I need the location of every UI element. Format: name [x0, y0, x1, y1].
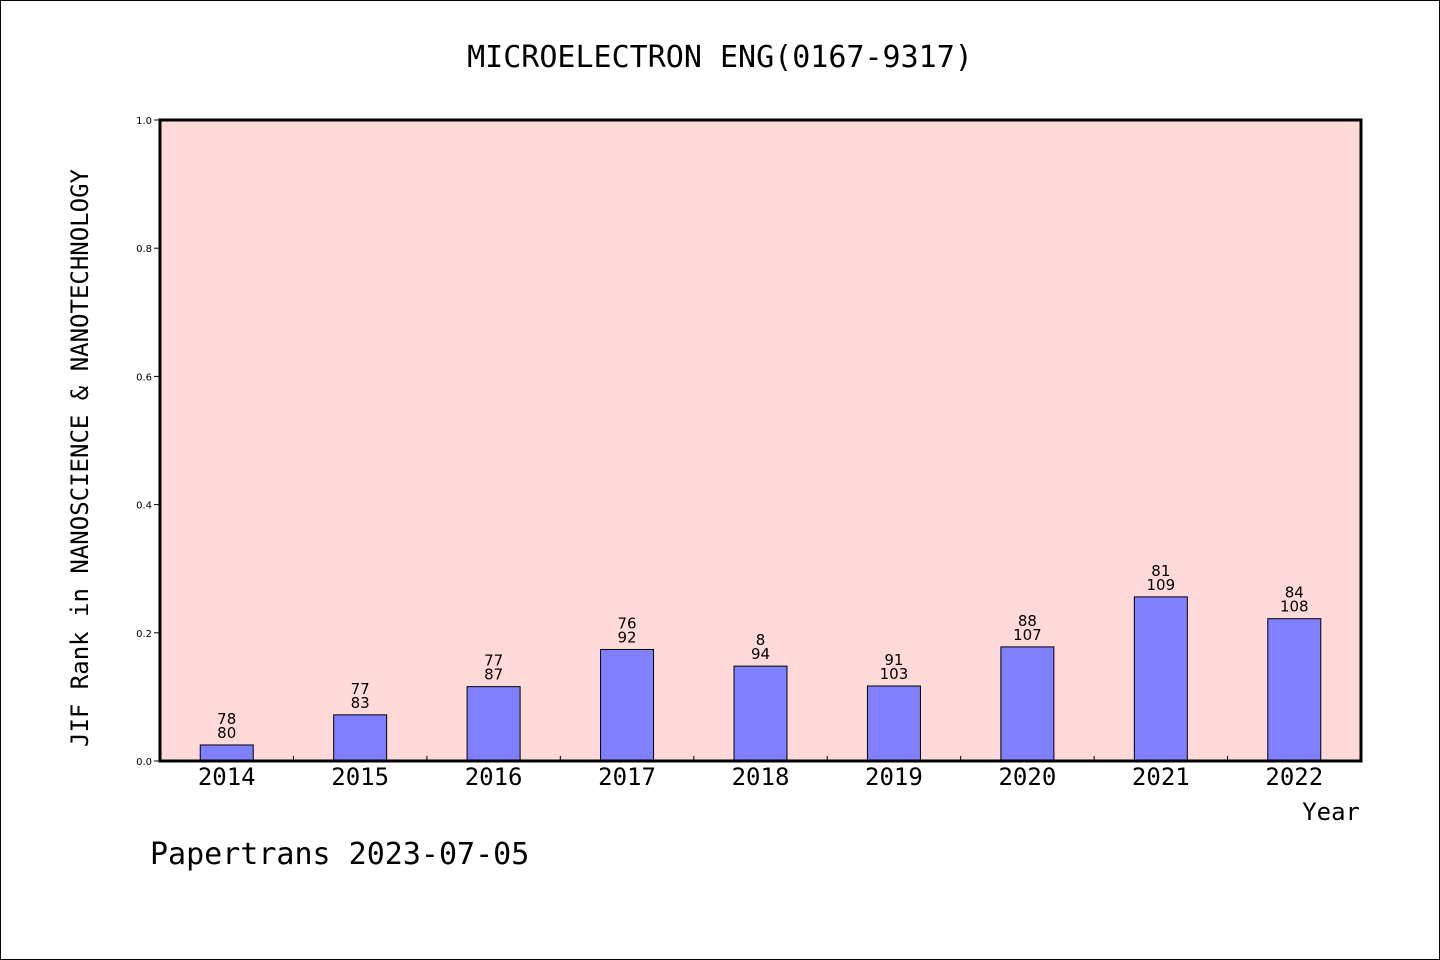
x-axis-label: Year [1302, 798, 1360, 826]
bar-total-label: 94 [751, 645, 770, 663]
bar-total-label: 109 [1147, 576, 1176, 594]
y-tick-label: 0.2 [136, 629, 152, 640]
bar-2022 [1267, 618, 1322, 762]
y-tick-label: 0.4 [136, 501, 152, 512]
bar-rank-label: 81 [1151, 562, 1170, 580]
bar-rank-label: 78 [217, 710, 236, 728]
bar-2015 [333, 714, 388, 762]
x-tick-label: 2014 [198, 763, 256, 791]
bar-rank-label: 77 [484, 652, 503, 670]
x-tick-label: 2022 [1265, 763, 1323, 791]
x-tick-label: 2015 [331, 763, 389, 791]
bar-2020 [1000, 646, 1055, 762]
bar-2021 [1133, 596, 1188, 762]
x-tick-label: 2017 [598, 763, 656, 791]
x-tick-label: 2019 [865, 763, 923, 791]
x-tick-label: 2020 [998, 763, 1056, 791]
bar-total-label: 87 [484, 666, 503, 684]
y-tick-label: 1.0 [136, 116, 152, 127]
bar-total-label: 107 [1013, 626, 1042, 644]
chart-title: MICROELECTRON ENG(0167-9317) [467, 40, 973, 75]
bar-2019 [866, 685, 921, 762]
y-tick-label: 0.8 [136, 244, 152, 255]
x-tick-label: 2018 [732, 763, 790, 791]
x-tick-label: 2016 [465, 763, 523, 791]
footer-text: Papertrans 2023-07-05 [150, 837, 529, 872]
plot-border [158, 118, 1363, 763]
bar-rank-label: 84 [1285, 584, 1304, 602]
bar-total-label: 103 [880, 665, 909, 683]
x-axis-ticks: 2014 2015 2016 2017 2018 2019 2020 2021 2022 [198, 756, 1323, 791]
bar-total-label: 92 [618, 628, 637, 646]
bar-rank-label: 88 [1018, 612, 1037, 630]
bar-total-label: 108 [1280, 598, 1309, 616]
bar-2018 [733, 665, 788, 762]
bar-total-label: 80 [217, 724, 236, 742]
bar-rank-label: 76 [618, 614, 637, 632]
bar-total-label: 83 [351, 694, 370, 712]
bar-2014 [199, 744, 254, 762]
x-tick-label: 2021 [1132, 763, 1190, 791]
bar-2016 [466, 686, 521, 762]
bar-2017 [600, 648, 655, 762]
y-axis-ticks: 0.0 0.2 0.4 0.6 0.8 1.0 [136, 116, 160, 768]
y-tick-label: 0.6 [136, 372, 152, 383]
bar-rank-label: 91 [884, 651, 903, 669]
bar-rank-label: 8 [756, 631, 766, 649]
bar-rank-label: 77 [351, 680, 370, 698]
y-axis-label: JIF Rank in NANOSCIENCE & NANOTECHNOLOGY [66, 168, 94, 747]
y-tick-label: 0.0 [136, 757, 152, 768]
